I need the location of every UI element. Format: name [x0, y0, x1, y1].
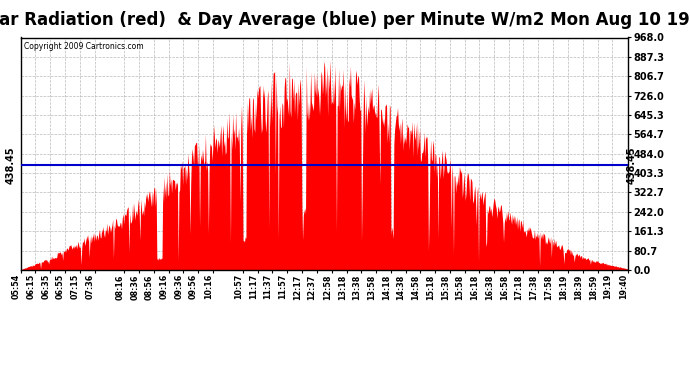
Text: Solar Radiation (red)  & Day Average (blue) per Minute W/m2 Mon Aug 10 19:55: Solar Radiation (red) & Day Average (blu…	[0, 11, 690, 29]
Text: Copyright 2009 Cartronics.com: Copyright 2009 Cartronics.com	[23, 42, 144, 51]
Text: 438.45: 438.45	[6, 146, 15, 183]
Text: 438.45: 438.45	[627, 146, 636, 183]
